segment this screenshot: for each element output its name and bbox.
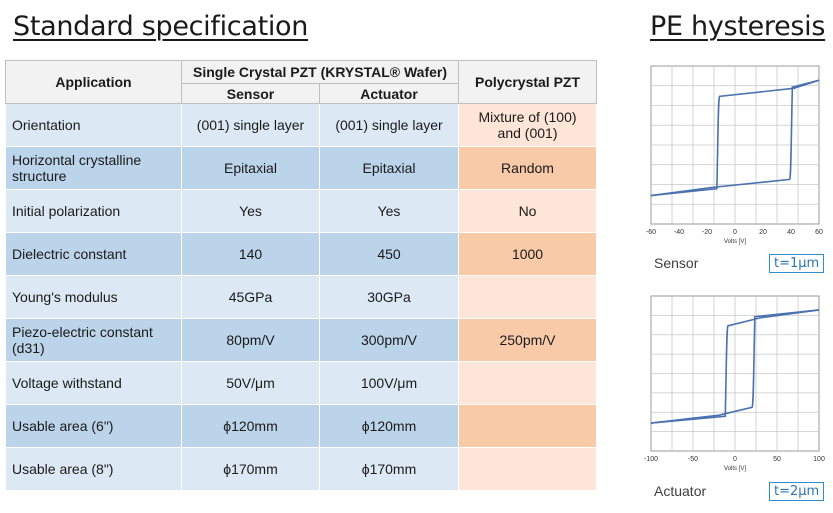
hysteresis-upper-branch xyxy=(650,309,820,424)
table-row: Orientation (001) single layer (001) singl… xyxy=(5,103,598,147)
sensor-plot-label: Sensor xyxy=(654,255,699,271)
row-label: Initial polarization xyxy=(5,189,182,233)
table-row: Dielectric constant 140 450 1000 xyxy=(5,232,598,276)
x-tick-label: 0 xyxy=(733,456,737,463)
sensor-value: (001) single layer xyxy=(181,103,320,147)
x-tick-label: 100 xyxy=(813,456,825,463)
polycrystal-value: Random xyxy=(458,146,598,190)
table-row: Usable area (8") ϕ170mm ϕ170mm xyxy=(5,447,598,491)
polycrystal-value: Mixture of (100) and (001) xyxy=(458,103,598,147)
actuator-value: 100V/μm xyxy=(318,361,460,405)
sensor-value: Epitaxial xyxy=(181,146,320,190)
header-actuator: Actuator xyxy=(318,83,460,104)
actuator-value: 300pm/V xyxy=(318,318,460,362)
actuator-value: ϕ170mm xyxy=(318,447,460,491)
polycrystal-value: 1000 xyxy=(458,232,598,276)
actuator-thickness-badge: t=2μm xyxy=(769,482,825,501)
x-tick-label: -60 xyxy=(646,229,656,236)
sensor-value: Yes xyxy=(181,189,320,233)
header-single-crystal: Single Crystal PZT (KRYSTAL® Wafer) xyxy=(180,60,460,84)
polycrystal-value xyxy=(458,404,598,448)
sensor-thickness-badge: t=1μm xyxy=(769,254,825,273)
hysteresis-lower-branch xyxy=(650,79,820,197)
x-tick-label: 50 xyxy=(773,456,781,463)
x-axis-label: Volts [V] xyxy=(724,239,746,245)
polycrystal-value xyxy=(458,447,598,491)
x-tick-label: 0 xyxy=(733,229,737,236)
actuator-value: 450 xyxy=(318,232,460,276)
hysteresis-upper-branch xyxy=(650,79,820,197)
actuator-hysteresis-chart: -100 -50 0 50 100 Volts [V] xyxy=(644,295,825,472)
row-label: Usable area (6") xyxy=(5,404,182,448)
header-application: Application xyxy=(5,60,182,104)
x-tick-label: 20 xyxy=(759,229,767,236)
row-label: Voltage withstand xyxy=(5,361,182,405)
sensor-value: ϕ120mm xyxy=(181,404,320,448)
table-row: Young's modulus 45GPa 30GPa xyxy=(5,275,598,319)
actuator-value: Epitaxial xyxy=(318,146,460,190)
x-tick-label: -100 xyxy=(644,456,658,463)
actuator-value: (001) single layer xyxy=(318,103,460,147)
x-tick-label: 60 xyxy=(815,229,823,236)
sensor-value: 80pm/V xyxy=(181,318,320,362)
table-row: Initial polarization Yes Yes No xyxy=(5,189,598,233)
spec-table: Application Single Crystal PZT (KRYSTAL®… xyxy=(5,60,598,491)
row-label: Young's modulus xyxy=(5,275,182,319)
x-tick-label: -20 xyxy=(702,229,712,236)
header-sensor: Sensor xyxy=(181,83,320,104)
polycrystal-value: 250pm/V xyxy=(458,318,598,362)
row-label: Piezo-electric constant (d31) xyxy=(5,318,182,362)
row-label: Dielectric constant xyxy=(5,232,182,276)
sensor-value: 50V/μm xyxy=(181,361,320,405)
polycrystal-value xyxy=(458,361,598,405)
row-label: Orientation xyxy=(5,103,182,147)
table-row: Usable area (6") ϕ120mm ϕ120mm xyxy=(5,404,598,448)
row-label: Usable area (8") xyxy=(5,447,182,491)
sensor-value: 140 xyxy=(181,232,320,276)
hysteresis-lower-branch xyxy=(650,309,820,424)
table-row: Piezo-electric constant (d31) 80pm/V 300pm… xyxy=(5,318,598,362)
x-tick-label: 40 xyxy=(787,229,795,236)
standard-specification-title: Standard specification xyxy=(13,11,309,42)
table-row: Horizontal crystalline structure Epitaxia… xyxy=(5,146,598,190)
sensor-hysteresis-chart: -60 -40 -20 0 20 40 60 Volts [V] xyxy=(646,65,823,245)
header-polycrystal: Polycrystal PZT xyxy=(458,60,598,104)
actuator-plot-label: Actuator xyxy=(654,483,707,499)
x-axis-label: Volts [V] xyxy=(724,466,746,472)
polycrystal-value xyxy=(458,275,598,319)
row-label: Horizontal crystalline structure xyxy=(5,146,182,190)
polycrystal-value: No xyxy=(458,189,598,233)
actuator-value: 30GPa xyxy=(318,275,460,319)
x-tick-label: -50 xyxy=(688,456,698,463)
sensor-value: ϕ170mm xyxy=(181,447,320,491)
pe-hysteresis-title: PE hysteresis xyxy=(650,11,826,42)
actuator-value: Yes xyxy=(318,189,460,233)
sensor-value: 45GPa xyxy=(181,275,320,319)
x-tick-label: -40 xyxy=(674,229,684,236)
table-row: Voltage withstand 50V/μm 100V/μm xyxy=(5,361,598,405)
actuator-value: ϕ120mm xyxy=(318,404,460,448)
